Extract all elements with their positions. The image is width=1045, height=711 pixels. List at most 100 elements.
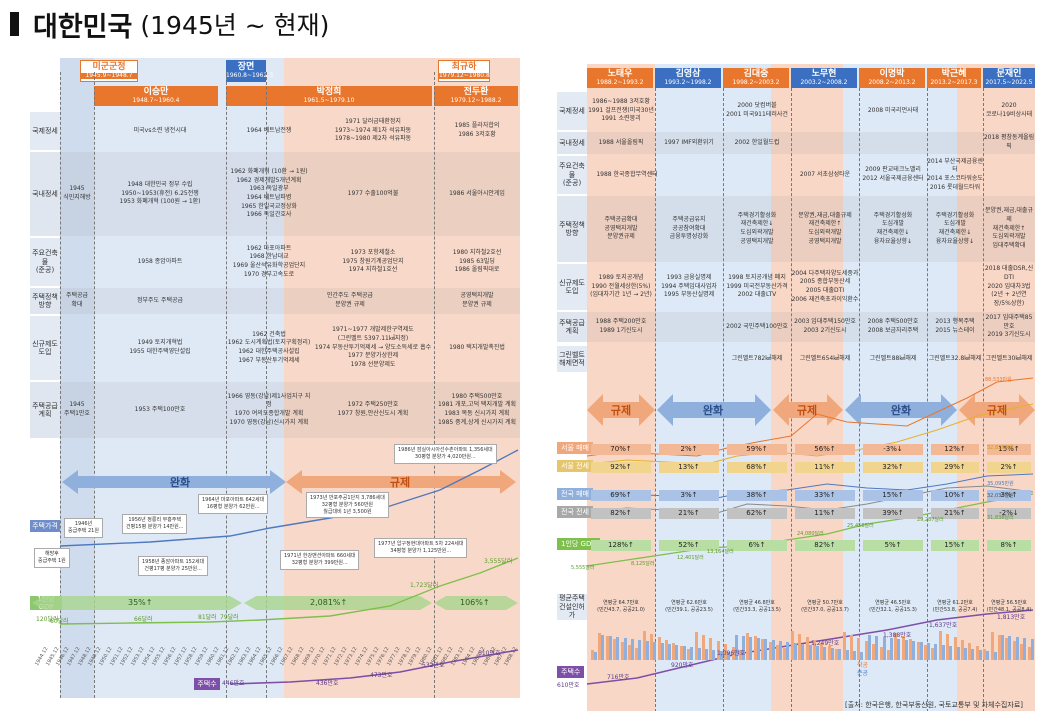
cell-direction: 주택경기활성화 도심개발 재건축제한↓ 융자요율상향↓ bbox=[873, 211, 913, 245]
build-bar bbox=[653, 642, 657, 660]
build-bar bbox=[890, 638, 893, 660]
gdp-growth: 82%↑ bbox=[795, 540, 855, 551]
build-bar bbox=[850, 635, 853, 660]
build-bar bbox=[808, 645, 812, 660]
cell-supply: 1953 주택100만호 bbox=[134, 405, 186, 413]
cell-intl: 2008 미국리먼사태 bbox=[867, 106, 919, 114]
row-label-intl: 국제정세 bbox=[557, 92, 587, 130]
right-timeline-panel: 노태우 1988.2~1993.2 김영삼 1993.2~1998.2 김대중 … bbox=[557, 64, 1035, 711]
gdp-value: 8,125달러 bbox=[631, 561, 655, 567]
gdp-value: 13,164달러 bbox=[707, 549, 734, 555]
houses-value: 532만호 bbox=[422, 662, 445, 669]
build-bar bbox=[938, 631, 942, 660]
era-divider bbox=[927, 88, 928, 711]
row-label-intl: 국제정세 bbox=[30, 112, 60, 150]
build-bar bbox=[668, 644, 671, 660]
build-bar bbox=[687, 649, 691, 660]
build-bar bbox=[827, 646, 831, 660]
houses-value: 473만호 bbox=[370, 672, 393, 679]
build-bar bbox=[756, 638, 760, 660]
row-label-greenbelt: 그린벨트 해제면적 bbox=[557, 346, 587, 372]
houses-label: 주택수 bbox=[557, 666, 585, 678]
cell-supply: 2003 임대주택150만호 2003 2기신도시 bbox=[794, 318, 856, 334]
index-label-seoul-jeonse: 서울 전세 bbox=[557, 460, 593, 472]
build-bar bbox=[753, 636, 757, 660]
ease-label: 완화 bbox=[890, 404, 912, 417]
row-label-building: 주요건축물 (준공) bbox=[557, 156, 587, 194]
build-bar bbox=[1012, 641, 1016, 660]
gdp-value: 24,080달러 bbox=[797, 531, 824, 537]
regulate-label: 규제 bbox=[610, 404, 632, 417]
cell-greenbelt: 그린벨트32.8㎢해제 bbox=[928, 354, 982, 362]
era-divider bbox=[983, 88, 984, 711]
cell-direction: 주택경기활성화 재건축제한↓ 도심외곽개발 공영택지개발 bbox=[737, 211, 777, 245]
cell-newsys: 1989 토지공개념 1990 전월세상한(5%) (임대차기간 1년 → 2년… bbox=[590, 273, 652, 299]
build-bar bbox=[790, 631, 794, 660]
cell-domestic: 1986 서울아시안게임 bbox=[449, 189, 505, 197]
build-average: 연평균 50.7만호 (민간37.0, 공공13.7) bbox=[801, 599, 849, 613]
cell-supply: 2017 임대주택85만호 2019 3기신도시 bbox=[985, 313, 1033, 339]
build-bar bbox=[983, 649, 987, 660]
build-bar bbox=[638, 640, 642, 660]
price-note: 1956년 정릉리 부흥주택 건평15평 분양가 14만원... bbox=[122, 514, 188, 534]
cell-building: 1962 마포아파트 1968 한남대교 1969 울산석유화학공업단지 197… bbox=[232, 244, 306, 278]
cell-greenbelt: 그린벨트30㎢해제 bbox=[985, 354, 1033, 362]
build-bar bbox=[927, 643, 930, 660]
cell-supply: 1988 주택200만호 1989 1기신도시 bbox=[595, 318, 647, 334]
build-bar bbox=[998, 635, 1001, 660]
era-years: 2008.2~2013.2 bbox=[868, 78, 916, 86]
row-label-building: 주요건축물 (준공) bbox=[30, 238, 60, 286]
cell-building: 2014 부산국제금융센터 2014 포스코타워송도 2016 롯데월드타워 bbox=[927, 157, 983, 191]
cell-domestic: 1988 서울올림픽 bbox=[598, 138, 644, 146]
build-bar bbox=[1027, 647, 1031, 660]
build-bar bbox=[864, 641, 868, 660]
cell-direction: 공영택지개발 분양권 규제 bbox=[460, 292, 494, 308]
ease-arrow bbox=[845, 394, 957, 426]
index-label-national-jeonse: 전국 전세 bbox=[557, 506, 593, 518]
index-change-value: 10%↑ bbox=[931, 490, 979, 501]
index-change-value: 21%↑ bbox=[659, 508, 719, 519]
build-bar bbox=[1023, 638, 1027, 660]
build-bar bbox=[746, 633, 750, 660]
build-bar bbox=[591, 650, 594, 660]
build-bar bbox=[949, 646, 953, 660]
build-bar bbox=[798, 634, 802, 660]
era-name: 이승만 bbox=[143, 87, 169, 98]
build-bar bbox=[613, 639, 617, 660]
gdp-value: 5,555달러 bbox=[571, 565, 595, 571]
build-bar bbox=[820, 643, 824, 660]
gdp-value: 1,723달러 bbox=[410, 582, 439, 589]
ease-arrow bbox=[657, 394, 771, 426]
era-years: 1998.2~2003.2 bbox=[732, 78, 780, 86]
build-bar bbox=[793, 643, 797, 660]
build-bar bbox=[616, 637, 620, 660]
build-bar bbox=[882, 637, 886, 660]
price-note: 1958년 종암아파트 152세대 건평17평 분양가 25만원... bbox=[138, 556, 209, 576]
gdp-value: 120달러 bbox=[36, 616, 59, 623]
index-change-value: -3%↓ bbox=[863, 444, 923, 455]
price-note: 1946년 중급주택 21원 bbox=[64, 518, 103, 538]
era-divider bbox=[791, 88, 792, 711]
source-note: [출처: 한국은행, 한국부동산원, 국토교통부 및 자체수집자료] bbox=[845, 701, 1023, 709]
cell-intl: 1971 달러금태환정지 1973~1974 제1차 석유파동 1978~198… bbox=[334, 117, 412, 143]
row-shade-supply bbox=[557, 312, 1035, 342]
row-label-domestic: 국내정세 bbox=[557, 132, 587, 154]
era-kim-youngsam: 김영삼 1993.2~1998.2 bbox=[655, 68, 721, 88]
era-name: 최규하 bbox=[451, 62, 477, 73]
ease-label: 완화 bbox=[169, 476, 191, 489]
left-year-axis: 1944.12 1945.12 1946.12 1947.12 1948.12 1949.… bbox=[30, 638, 520, 668]
build-bar bbox=[605, 636, 609, 660]
build-bar bbox=[964, 648, 967, 660]
era-divider bbox=[266, 72, 267, 698]
build-bar bbox=[620, 642, 624, 660]
index-change-value: 39%↑ bbox=[863, 508, 923, 519]
row-label-supply: 주택공급 계획 bbox=[30, 382, 60, 438]
build-bar bbox=[978, 650, 982, 660]
index-change-value: 69%↑ bbox=[591, 490, 651, 501]
index-change-value: 59%↑ bbox=[727, 444, 787, 455]
build-bar bbox=[934, 644, 938, 660]
build-bar bbox=[816, 646, 819, 660]
era-kim-daejung: 김대중 1998.2~2003.2 bbox=[723, 68, 789, 88]
era-divider bbox=[226, 72, 227, 698]
cell-supply: 1972 주택250만호 1977 창원,안산신도시 계획 bbox=[337, 401, 409, 417]
